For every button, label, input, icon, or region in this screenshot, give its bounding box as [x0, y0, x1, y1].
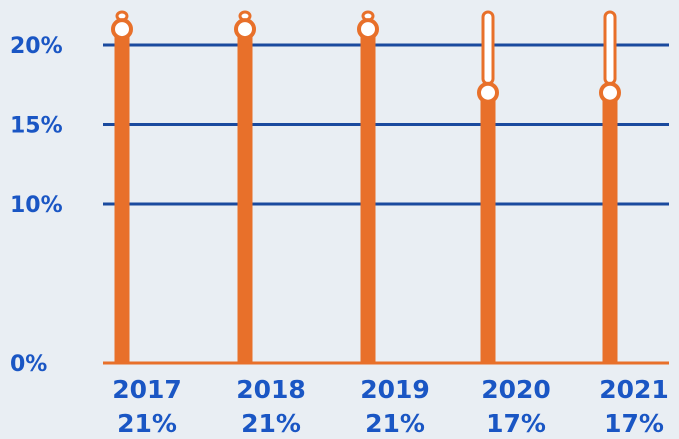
bar-2018 — [237, 29, 253, 363]
thermometer-2017 — [111, 10, 133, 363]
data-label: 21% — [241, 409, 301, 438]
data-label: 17% — [604, 409, 664, 438]
x-tick-label: 2017 — [112, 375, 182, 404]
thermometer-2019 — [357, 10, 379, 363]
y-axis-ticks: 0%10%15%20%25% — [10, 34, 63, 377]
bar-2020 — [480, 92, 496, 363]
bar-2021 — [602, 92, 618, 363]
x-axis-labels: 2017 21% 2018 21% 2019 21% 2020 17% 2021 17% — [112, 375, 669, 438]
data-label: 17% — [486, 409, 546, 438]
thermometer-bars — [111, 10, 621, 363]
y-tick-label: 0% — [10, 352, 47, 377]
data-label: 21% — [365, 409, 425, 438]
y-tick-label: 20% — [10, 34, 63, 59]
value-marker — [234, 18, 256, 41]
y-tick-label: 10% — [10, 193, 63, 218]
value-marker — [357, 18, 379, 41]
bar-2017 — [114, 29, 130, 363]
y-tick-label: 15% — [10, 114, 63, 139]
thermometer-tube — [481, 10, 495, 86]
value-marker — [599, 81, 621, 104]
thermometer-2020 — [477, 10, 499, 363]
value-marker — [477, 81, 499, 104]
thermometer-tube — [603, 10, 617, 86]
x-tick-label: 2020 — [481, 375, 551, 404]
x-tick-label: 2019 — [360, 375, 430, 404]
thermometer-2018 — [234, 10, 256, 363]
bar-2019 — [360, 29, 376, 363]
x-tick-label: 2021 — [599, 375, 669, 404]
thermometer-2021 — [599, 10, 621, 363]
data-label: 21% — [117, 409, 177, 438]
gridlines — [103, 43, 669, 365]
x-tick-label: 2018 — [236, 375, 306, 404]
value-marker — [111, 18, 133, 41]
